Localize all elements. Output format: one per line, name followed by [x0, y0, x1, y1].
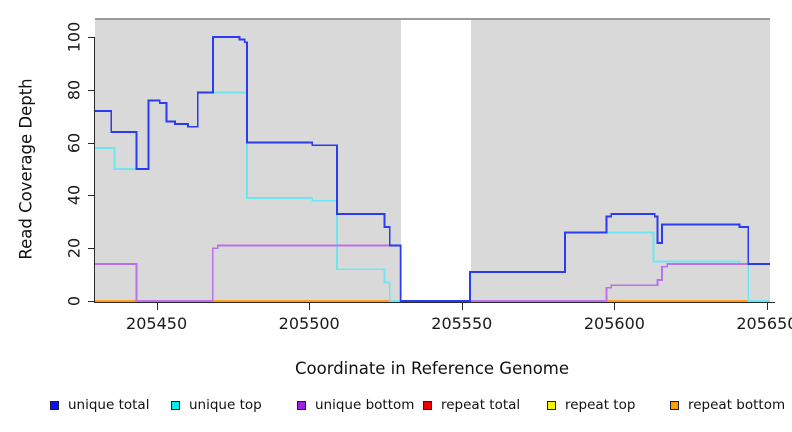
x-tick-label: 205500 [278, 314, 340, 333]
x-tick-label: 205600 [583, 314, 645, 333]
y-axis-line [94, 37, 95, 303]
y-axis-title: Read Coverage Depth [16, 78, 36, 260]
x-tick-mark [614, 303, 616, 310]
y-tick-mark [88, 142, 95, 144]
legend-item-repeat-bottom: repeat bottom [670, 396, 785, 414]
x-tick-mark [309, 303, 311, 310]
x-tick-mark [156, 303, 158, 310]
legend-item-repeat-total: repeat total [423, 396, 520, 414]
y-tick-mark [88, 89, 95, 91]
legend-label: repeat top [565, 397, 636, 413]
x-axis-title: Coordinate in Reference Genome [294, 359, 570, 378]
legend-swatch-repeat-bottom [670, 400, 679, 410]
legend-label: unique total [68, 397, 150, 413]
series-line-unique-total [95, 36, 770, 302]
y-tick-label: 0 [64, 295, 84, 307]
y-tick-label: 20 [64, 238, 84, 259]
legend-label: repeat total [441, 397, 521, 413]
x-tick-label: 205550 [431, 314, 493, 333]
y-tick-mark [88, 301, 95, 302]
legend-swatch-unique-top [171, 400, 180, 410]
y-tick-label: 60 [64, 132, 84, 153]
legend-label: unique bottom [315, 397, 415, 413]
legend-swatch-unique-bottom [297, 400, 306, 410]
legend-item-unique-bottom: unique bottom [297, 396, 414, 414]
y-tick-mark [88, 248, 95, 250]
legend-item-unique-top: unique top [171, 396, 262, 414]
x-tick-label: 205650 [736, 314, 792, 333]
legend: unique total unique top unique bottom repea… [0, 396, 792, 416]
legend-label: unique top [189, 397, 262, 413]
x-tick-mark [461, 303, 463, 310]
y-tick-mark [88, 195, 95, 197]
legend-swatch-unique-total [50, 400, 59, 410]
legend-item-unique-total: unique total [50, 396, 149, 414]
y-tick-label: 100 [64, 21, 84, 53]
legend-item-repeat-top: repeat top [547, 396, 635, 414]
y-tick-mark [88, 37, 95, 38]
x-tick-mark [766, 303, 768, 310]
y-tick-label: 80 [64, 79, 84, 100]
x-axis-line [95, 302, 775, 303]
legend-swatch-repeat-total [423, 400, 432, 410]
legend-swatch-repeat-top [547, 400, 556, 410]
legend-label: repeat bottom [688, 397, 786, 413]
plot-panel [95, 18, 770, 302]
series-line-unique-top [95, 91, 770, 302]
x-tick-label: 205450 [126, 314, 188, 333]
y-tick-label: 40 [64, 185, 84, 206]
plot-lines [95, 36, 770, 302]
coverage-gap-band [400, 20, 471, 302]
series-line-unique-bottom [95, 244, 770, 302]
